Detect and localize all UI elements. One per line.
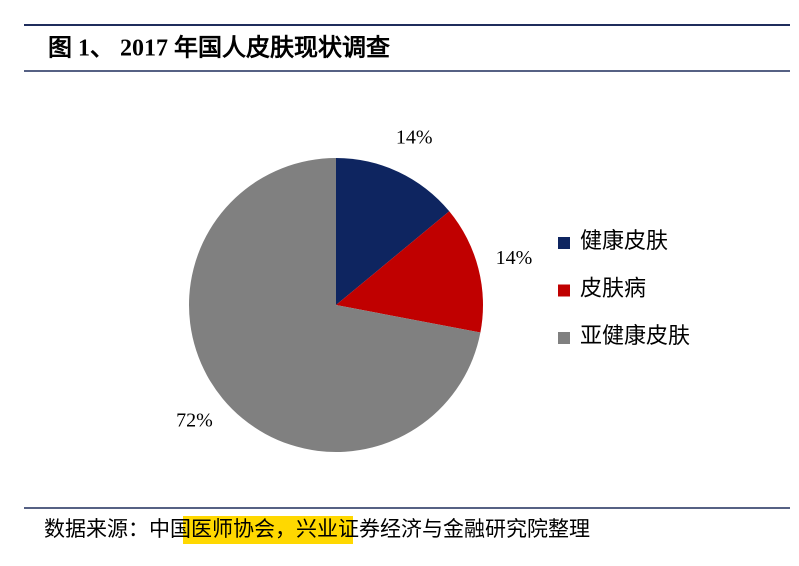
source-label: 数据来源： [44,517,149,541]
pie-slice [336,211,484,333]
source-highlight-text: 中国医师协会 [149,517,275,541]
data-label: 14% [496,247,533,269]
legend-label: 皮肤病 [580,276,646,301]
source: 数据来源：中国医师协会，兴业证券经济与金融研究院整理 [44,517,590,541]
legend-label: 亚健康皮肤 [580,323,690,348]
data-label: 14% [396,126,433,148]
legend-swatch [558,332,570,344]
pie-slice [336,158,450,305]
data-label: 72% [176,410,213,432]
source-rest: ，兴业证券经济与金融研究院整理 [275,517,590,541]
chart-title: 图 1、 2017 年国人皮肤现状调查 [48,34,390,62]
pie-slice [188,158,481,452]
legend-swatch [558,237,570,249]
legend-label: 健康皮肤 [580,228,668,253]
legend-swatch [558,284,570,297]
source-highlight [183,516,353,544]
